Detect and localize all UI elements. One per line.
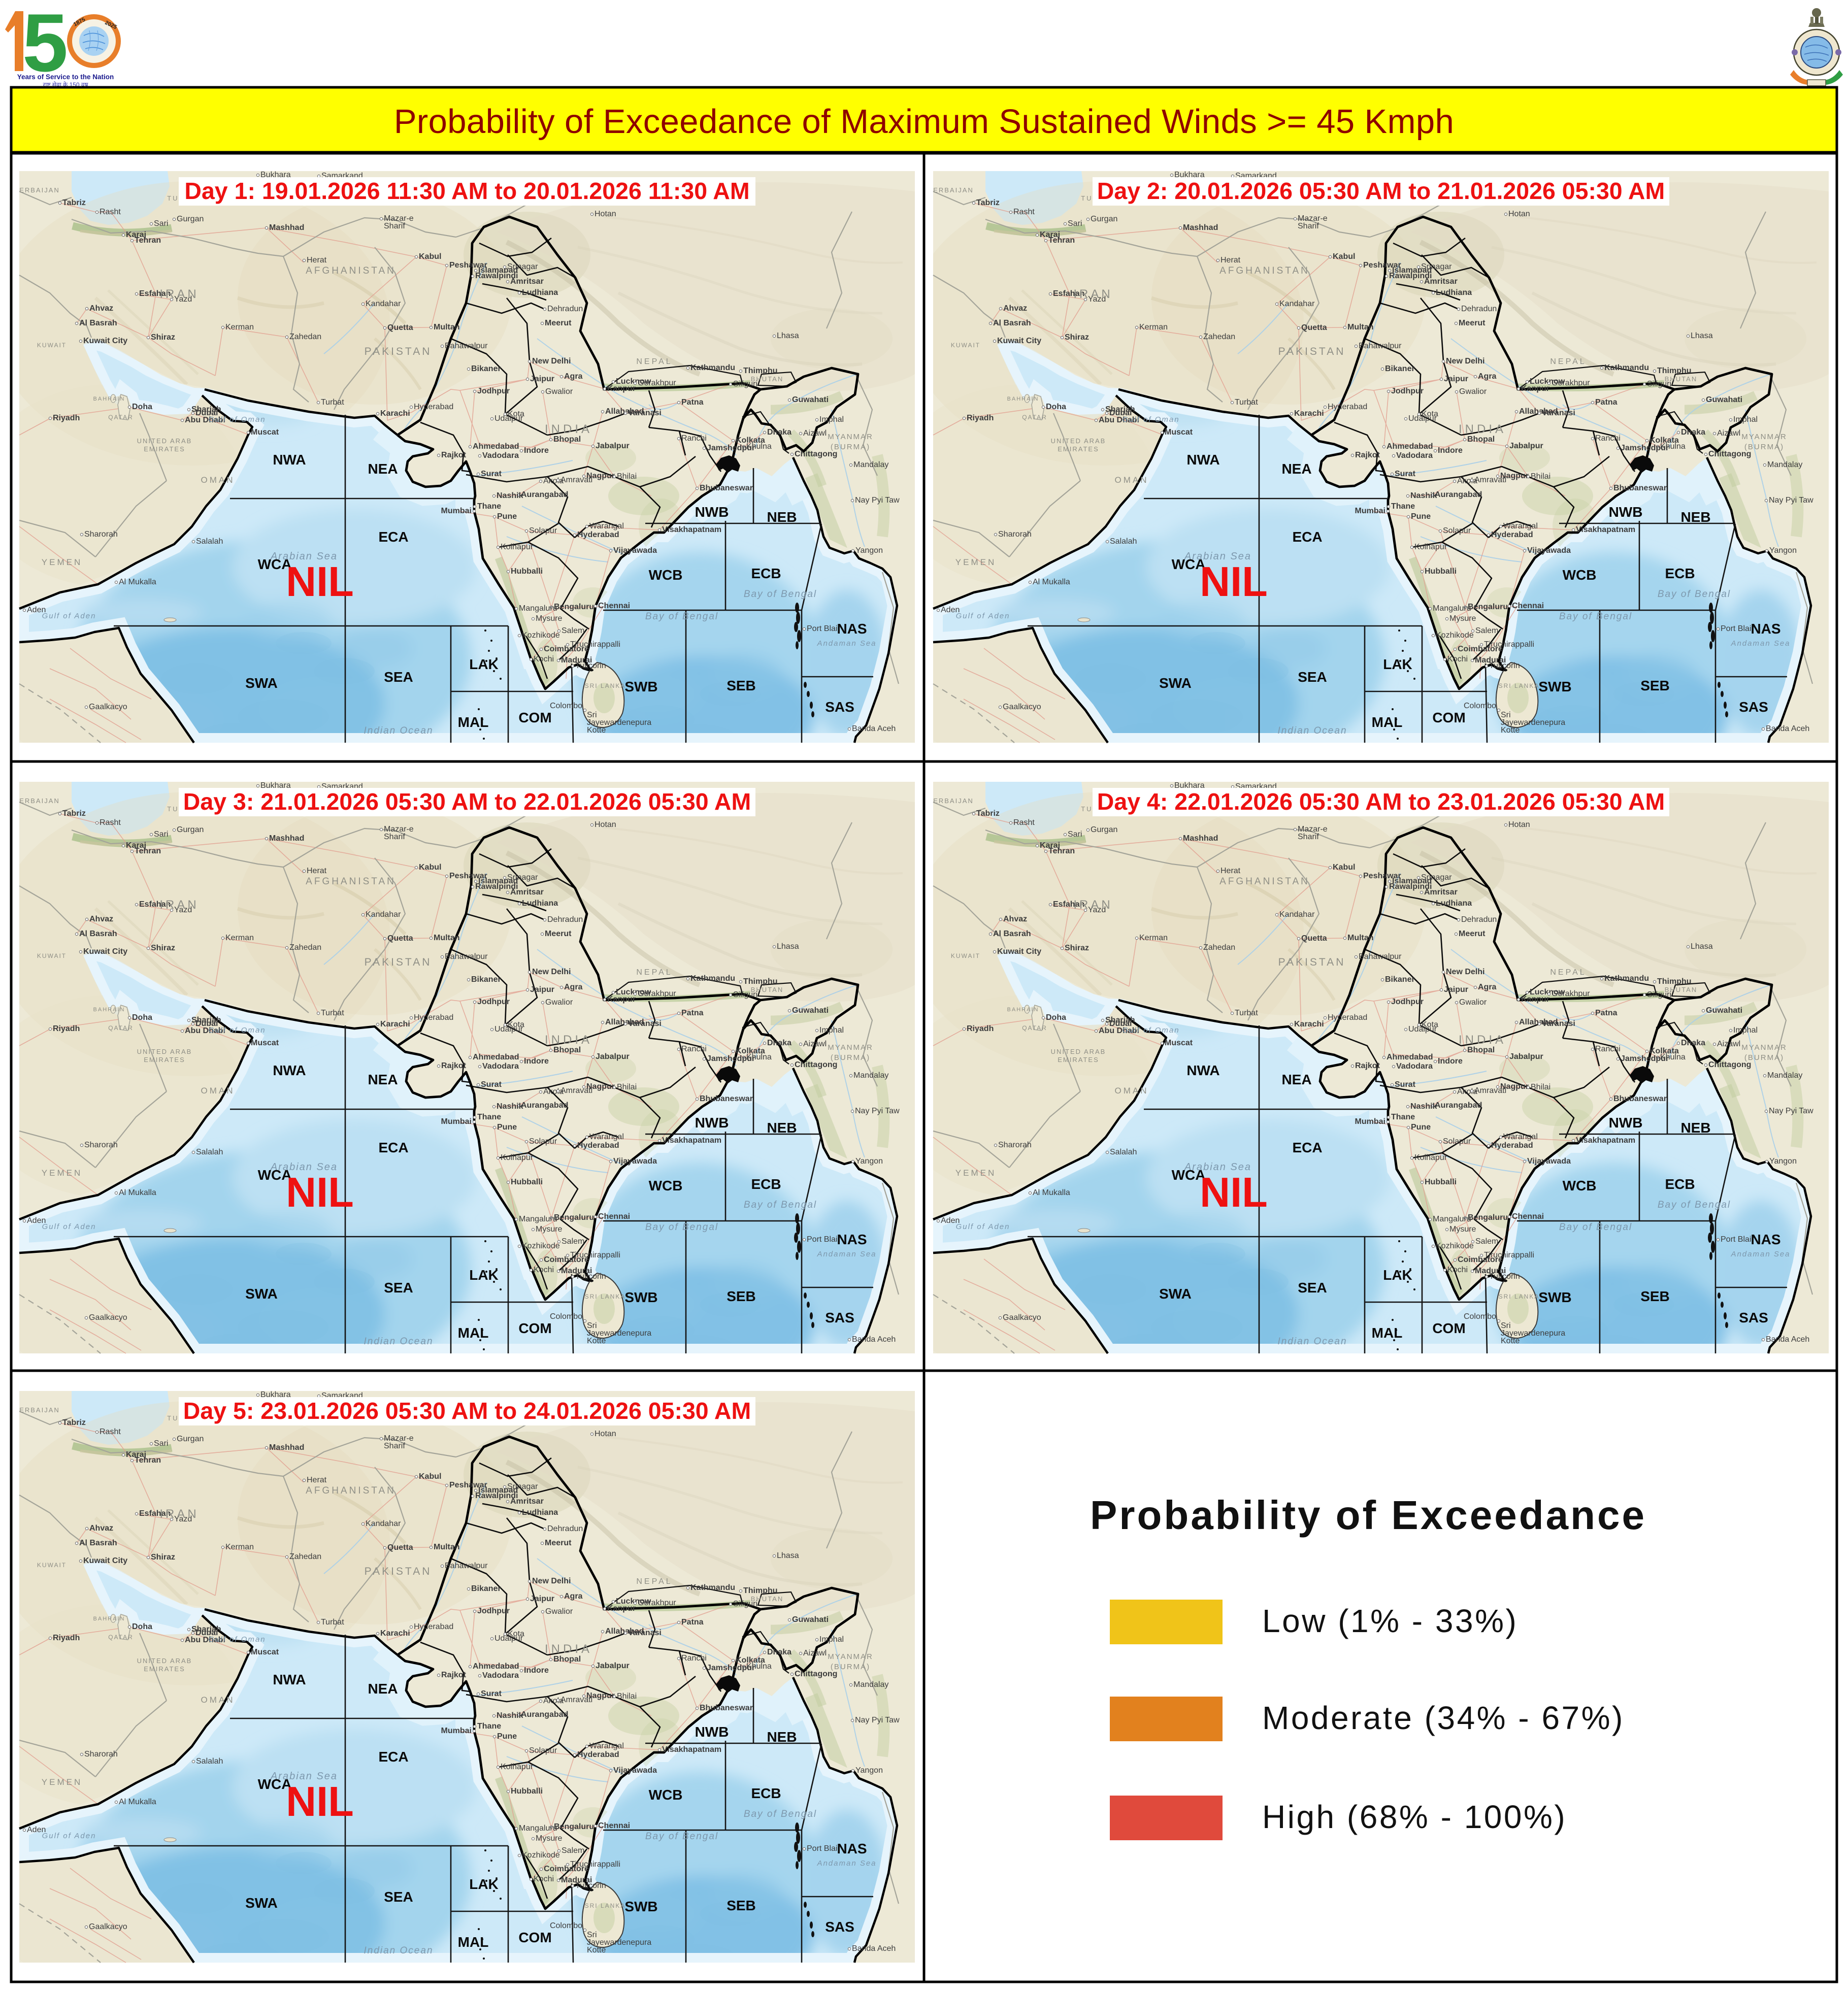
- svg-text:Day 4: 22.01.2026 05:30 AM to: Day 4: 22.01.2026 05:30 AM to 23.01.2026…: [1097, 788, 1665, 815]
- svg-text:High (68% - 100%): High (68% - 100%): [1262, 1799, 1567, 1835]
- svg-text:Probability of Exceedance of M: Probability of Exceedance of Maximum Sus…: [394, 103, 1454, 141]
- svg-text:5: 5: [22, 0, 68, 89]
- svg-text:Low (1% - 33%): Low (1% - 33%): [1262, 1603, 1518, 1639]
- svg-text:Day 3: 21.01.2026 05:30 AM to: Day 3: 21.01.2026 05:30 AM to 22.01.2026…: [183, 788, 751, 815]
- svg-text:Day 1: 19.01.2026 11:30 AM to: Day 1: 19.01.2026 11:30 AM to 20.01.2026…: [184, 178, 749, 204]
- svg-text:Day 5: 23.01.2026 05:30 AM to: Day 5: 23.01.2026 05:30 AM to 24.01.2026…: [183, 1398, 751, 1424]
- svg-text:Moderate (34% - 67%): Moderate (34% - 67%): [1262, 1700, 1625, 1736]
- svg-text:Years of Service to the Nation: Years of Service to the Nation: [17, 73, 114, 81]
- svg-text:Probability of Exceedance: Probability of Exceedance: [1090, 1492, 1646, 1538]
- svg-text:Day 2: 20.01.2026 05:30 AM to: Day 2: 20.01.2026 05:30 AM to 21.01.2026…: [1097, 178, 1665, 204]
